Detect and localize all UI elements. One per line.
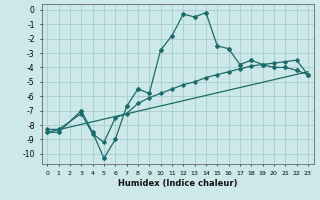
X-axis label: Humidex (Indice chaleur): Humidex (Indice chaleur): [118, 179, 237, 188]
